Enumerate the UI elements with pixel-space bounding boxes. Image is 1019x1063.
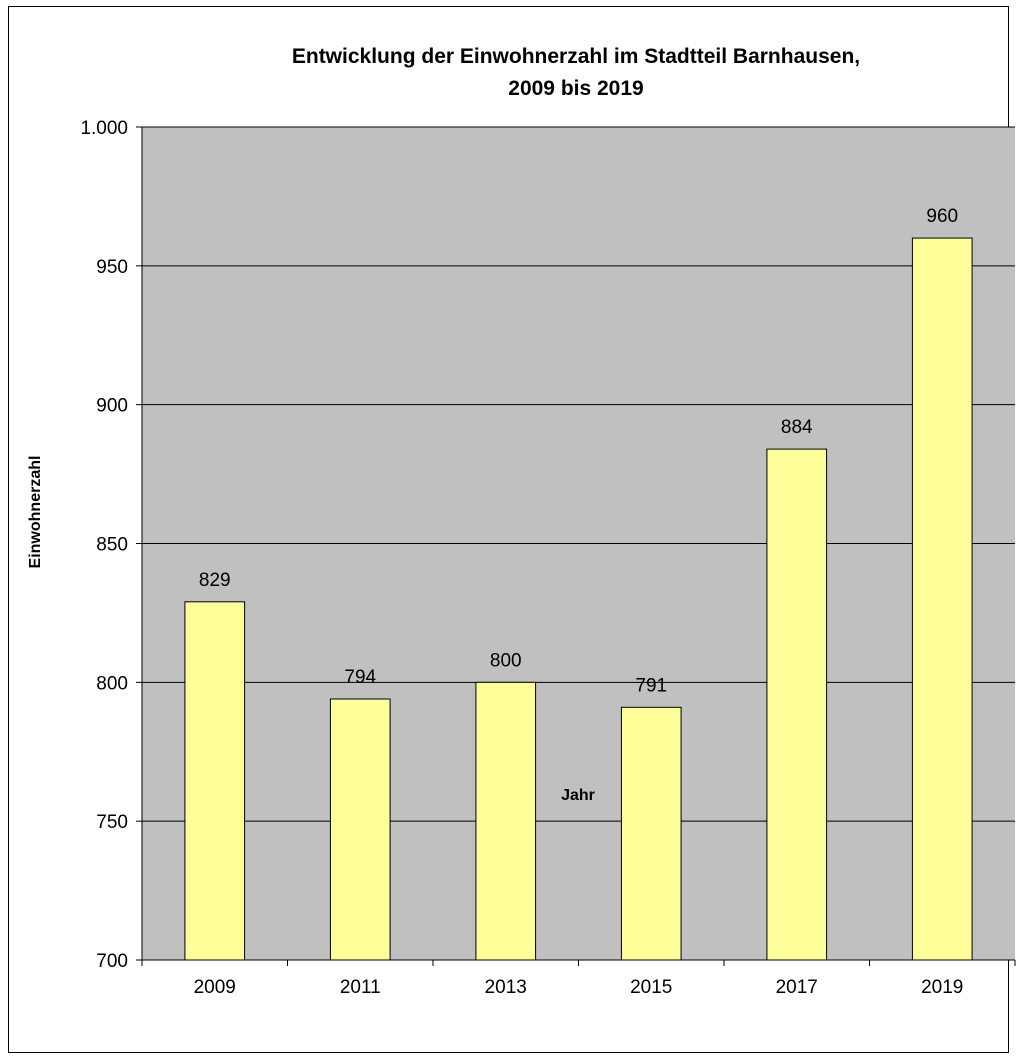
data-label-2013: 800 [490, 650, 522, 671]
data-label-2015: 791 [635, 675, 667, 696]
y-tick-label: 950 [96, 257, 128, 278]
chart-title-line-1: Entwicklung der Einwohnerzahl im Stadtte… [292, 45, 860, 68]
y-tick-label: 800 [96, 673, 128, 694]
y-tick-label: 850 [96, 535, 128, 556]
x-tick-label-2019: 2019 [921, 977, 963, 998]
bar-2017 [766, 448, 828, 961]
data-label-2017: 884 [781, 417, 813, 438]
x-tick-label-2013: 2013 [485, 977, 527, 998]
x-tick-label-2009: 2009 [194, 977, 236, 998]
bar-2019 [911, 237, 973, 961]
bar-2009 [184, 601, 246, 961]
y-tick-label: 1.000 [80, 118, 128, 139]
data-label-2009: 829 [199, 570, 231, 591]
chart-title-line-2: 2009 bis 2019 [508, 77, 643, 100]
y-tick-label: 700 [96, 951, 128, 972]
y-tick-label: 900 [96, 396, 128, 417]
bar-2015 [620, 706, 682, 961]
bar-2011 [329, 698, 391, 961]
bar-2013 [475, 681, 537, 961]
y-tick-label: 750 [96, 812, 128, 833]
x-axis-label: Jahr [561, 787, 595, 804]
data-label-2011: 794 [344, 667, 376, 688]
x-tick-label-2011: 2011 [340, 977, 381, 998]
y-axis-label: Einwohnerzahl [27, 456, 44, 569]
axes [136, 126, 1016, 966]
gridlines [142, 126, 1015, 822]
data-label-2019: 960 [926, 206, 958, 227]
x-tick-label-2015: 2015 [630, 977, 672, 998]
bars [184, 237, 973, 961]
labels: 700 750 800 850 900 950 1.000 829 2009 794 2011 800… [80, 118, 963, 998]
x-tick-label-2017: 2017 [776, 977, 818, 998]
